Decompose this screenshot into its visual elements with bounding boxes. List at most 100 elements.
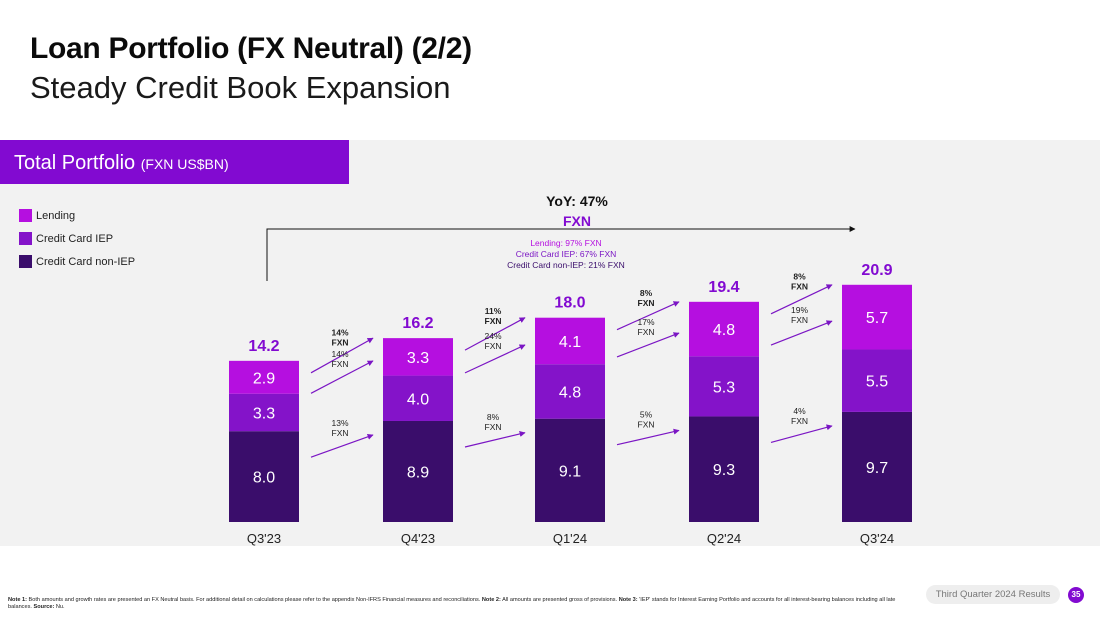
legend-label-credit-card-non-iep: Credit Card non-IEP [36, 255, 136, 268]
growth-pct-total-3: 8% [640, 288, 653, 298]
legend-swatch-credit-card-non-iep [19, 255, 32, 268]
legend-label-credit-card-iep: Credit Card IEP [36, 232, 114, 245]
bar-label-iep-2: 4.0 [407, 391, 429, 408]
chart-legend: Lending Credit Card IEP Credit Card non-… [19, 204, 135, 273]
growth-fxn-total-1: FXN [332, 337, 349, 347]
growth-arrow-lending-2 [464, 344, 526, 374]
total-label-2: 16.2 [402, 315, 433, 332]
growth-pct-non-iep-1: 13% [331, 418, 348, 428]
growth-fxn-lending-1: FXN [332, 359, 349, 369]
growth-fxn-non-iep-1: FXN [332, 428, 349, 438]
growth-fxn-non-iep-2: FXN [485, 422, 502, 432]
growth-pct-lending-4: 19% [791, 305, 808, 315]
bar-label-non-iep-1: 8.0 [253, 470, 275, 487]
growth-fxn-lending-3: FXN [638, 327, 655, 337]
bar-label-non-iep-4: 9.3 [713, 462, 735, 479]
bar-non-iep-1 [229, 431, 299, 522]
legend-item-credit-card-non-iep: Credit Card non-IEP [19, 250, 135, 273]
growth-fxn-total-2: FXN [485, 316, 502, 326]
bar-iep-4 [689, 356, 759, 417]
bar-label-non-iep-3: 9.1 [559, 463, 581, 480]
growth-fxn-non-iep-4: FXN [791, 416, 808, 426]
growth-pct-total-2: 11% [485, 306, 502, 316]
total-label-4: 19.4 [708, 279, 739, 296]
total-label-1: 14.2 [248, 338, 279, 355]
legend-swatch-lending [19, 209, 32, 222]
growth-arrow-non-iep-2 [464, 431, 526, 448]
legend-item-lending: Lending [19, 204, 135, 227]
note3-text: 'IEP' stands for Interest Earning Portfo… [8, 597, 896, 610]
growth-pct-total-4: 8% [793, 271, 806, 281]
bar-label-iep-3: 4.8 [559, 384, 581, 401]
bar-non-iep-2 [383, 420, 453, 522]
growth-arrow-non-iep-3 [616, 428, 680, 446]
bar-lending-4 [689, 301, 759, 357]
legend-swatch-credit-card-iep [19, 232, 32, 245]
bar-non-iep-5 [842, 411, 912, 522]
growth-fxn-lending-4: FXN [791, 315, 808, 325]
bar-non-iep-4 [689, 416, 759, 522]
growth-arrow-non-iep-4 [770, 424, 833, 444]
growth-pct-lending-1: 14% [331, 349, 348, 359]
bar-non-iep-3 [535, 418, 605, 522]
bar-label-lending-1: 2.9 [253, 370, 275, 387]
growth-fxn-non-iep-3: FXN [638, 420, 655, 430]
growth-arrow-total-3 [616, 301, 680, 331]
page-number: 35 [1068, 587, 1084, 603]
legend-label-lending: Lending [36, 209, 76, 222]
yoy-bracket-arrow [266, 226, 856, 281]
growth-arrow-total-4 [770, 284, 833, 315]
bar-iep-1 [229, 393, 299, 432]
bar-iep-3 [535, 364, 605, 419]
x-tick-label-2: Q4'23 [401, 531, 435, 546]
growth-arrow-non-iep-1 [310, 433, 374, 458]
growth-fxn-total-3: FXN [638, 298, 655, 308]
growth-arrow-lending-1 [310, 360, 374, 394]
bar-label-non-iep-2: 8.9 [407, 464, 429, 481]
bar-iep-5 [842, 349, 912, 412]
growth-fxn-lending-2: FXN [485, 341, 502, 351]
note2-label: Note 2: [481, 597, 501, 603]
growth-pct-non-iep-3: 5% [640, 410, 653, 420]
growth-pct-non-iep-2: 8% [487, 412, 500, 422]
bar-lending-5 [842, 284, 912, 350]
bar-label-lending-3: 4.1 [559, 334, 581, 351]
page-subtitle: Steady Credit Book Expansion [30, 70, 451, 105]
yoy-label: YoY: 47% [546, 193, 608, 209]
bar-label-iep-1: 3.3 [253, 405, 275, 422]
yoy-detail-1: Lending: 97% FXN [530, 238, 601, 248]
growth-pct-lending-2: 24% [484, 331, 501, 341]
yoy-detail-3: Credit Card non-IEP: 21% FXN [507, 260, 625, 270]
bar-iep-2 [383, 375, 453, 421]
growth-arrow-total-1 [310, 337, 374, 374]
source-label: Source: [33, 604, 55, 610]
note1-label: Note 1: [8, 597, 27, 603]
x-tick-label-1: Q3'23 [247, 531, 281, 546]
bar-label-iep-5: 5.5 [866, 374, 888, 391]
growth-pct-non-iep-4: 4% [793, 406, 806, 416]
yoy-detail-2: Credit Card IEP: 67% FXN [516, 249, 617, 259]
growth-pct-total-1: 14% [331, 327, 348, 337]
total-label-5: 20.9 [861, 262, 892, 279]
legend-item-credit-card-iep: Credit Card IEP [19, 227, 135, 250]
bar-lending-3 [535, 317, 605, 365]
bar-label-non-iep-5: 9.7 [866, 460, 888, 477]
footnotes: Note 1: Both amounts and growth rates ar… [8, 597, 918, 611]
bar-lending-2 [383, 338, 453, 376]
yoy-sub-label: FXN [563, 213, 591, 229]
note2-text: All amounts are presented gross of provi… [500, 597, 619, 603]
note1-text: Both amounts and growth rates are presen… [26, 597, 482, 603]
x-tick-label-5: Q3'24 [860, 531, 894, 546]
report-badge: Third Quarter 2024 Results [926, 585, 1060, 604]
growth-pct-lending-3: 17% [637, 317, 654, 327]
growth-arrow-total-2 [464, 317, 526, 351]
bar-label-lending-2: 3.3 [407, 350, 429, 367]
panel-header: Total Portfolio (FXN US$BN) [0, 140, 349, 184]
panel-title: Total Portfolio [14, 152, 136, 174]
growth-arrow-lending-3 [616, 332, 680, 358]
bar-label-lending-5: 5.7 [866, 310, 888, 327]
bar-label-lending-4: 4.8 [713, 322, 735, 339]
source-text: Nu. [54, 604, 65, 610]
growth-fxn-total-4: FXN [791, 281, 808, 291]
